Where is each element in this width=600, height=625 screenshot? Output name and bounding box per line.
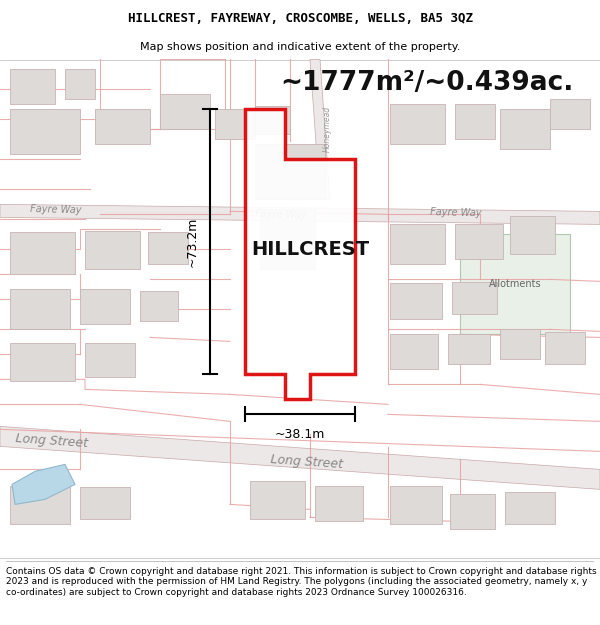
- Bar: [255, 144, 325, 199]
- Bar: [80, 488, 130, 519]
- Polygon shape: [0, 204, 600, 224]
- Bar: [390, 486, 442, 524]
- Bar: [10, 486, 70, 524]
- Bar: [550, 99, 590, 129]
- Bar: [10, 109, 80, 154]
- Bar: [10, 69, 55, 104]
- Bar: [140, 291, 178, 321]
- Bar: [315, 486, 363, 521]
- Bar: [65, 69, 95, 99]
- Bar: [10, 232, 75, 274]
- Bar: [390, 334, 438, 369]
- Bar: [85, 343, 135, 377]
- Bar: [510, 216, 555, 254]
- Bar: [455, 224, 503, 259]
- Bar: [160, 94, 210, 129]
- Text: Honeymead: Honeymead: [323, 106, 332, 152]
- Text: Long Street: Long Street: [15, 432, 88, 451]
- Text: Fayre Way: Fayre Way: [255, 209, 307, 220]
- Text: ~1777m²/~0.439ac.: ~1777m²/~0.439ac.: [280, 71, 574, 96]
- Text: ~73.2m: ~73.2m: [185, 217, 199, 267]
- Bar: [448, 334, 490, 364]
- Text: ~38.1m: ~38.1m: [275, 428, 325, 441]
- Bar: [450, 494, 495, 529]
- Bar: [455, 104, 495, 139]
- Bar: [390, 104, 445, 144]
- Polygon shape: [0, 426, 600, 489]
- Polygon shape: [245, 109, 355, 399]
- Bar: [215, 109, 255, 139]
- Text: Map shows position and indicative extent of the property.: Map shows position and indicative extent…: [140, 42, 460, 52]
- Text: Long Street: Long Street: [270, 453, 343, 471]
- Bar: [95, 109, 150, 144]
- Bar: [80, 289, 130, 324]
- Bar: [10, 343, 75, 381]
- Bar: [148, 232, 188, 264]
- Text: Allotments: Allotments: [488, 279, 541, 289]
- Text: Contains OS data © Crown copyright and database right 2021. This information is : Contains OS data © Crown copyright and d…: [6, 567, 596, 597]
- Bar: [250, 481, 305, 519]
- Bar: [452, 282, 497, 314]
- Text: HILLCREST, FAYREWAY, CROSCOMBE, WELLS, BA5 3QZ: HILLCREST, FAYREWAY, CROSCOMBE, WELLS, B…: [128, 12, 473, 26]
- Text: Fayre Way: Fayre Way: [430, 207, 482, 218]
- Bar: [10, 289, 70, 329]
- Text: HILLCREST: HILLCREST: [251, 240, 369, 259]
- Bar: [500, 329, 540, 359]
- Bar: [255, 106, 290, 134]
- Bar: [390, 224, 445, 264]
- Bar: [545, 332, 585, 364]
- Bar: [260, 209, 315, 269]
- Bar: [85, 231, 140, 269]
- Polygon shape: [310, 59, 330, 199]
- Text: Fayre Way: Fayre Way: [30, 204, 82, 215]
- Bar: [500, 109, 550, 149]
- Bar: [505, 492, 555, 524]
- Polygon shape: [12, 464, 75, 504]
- Bar: [460, 234, 570, 334]
- Bar: [390, 283, 442, 319]
